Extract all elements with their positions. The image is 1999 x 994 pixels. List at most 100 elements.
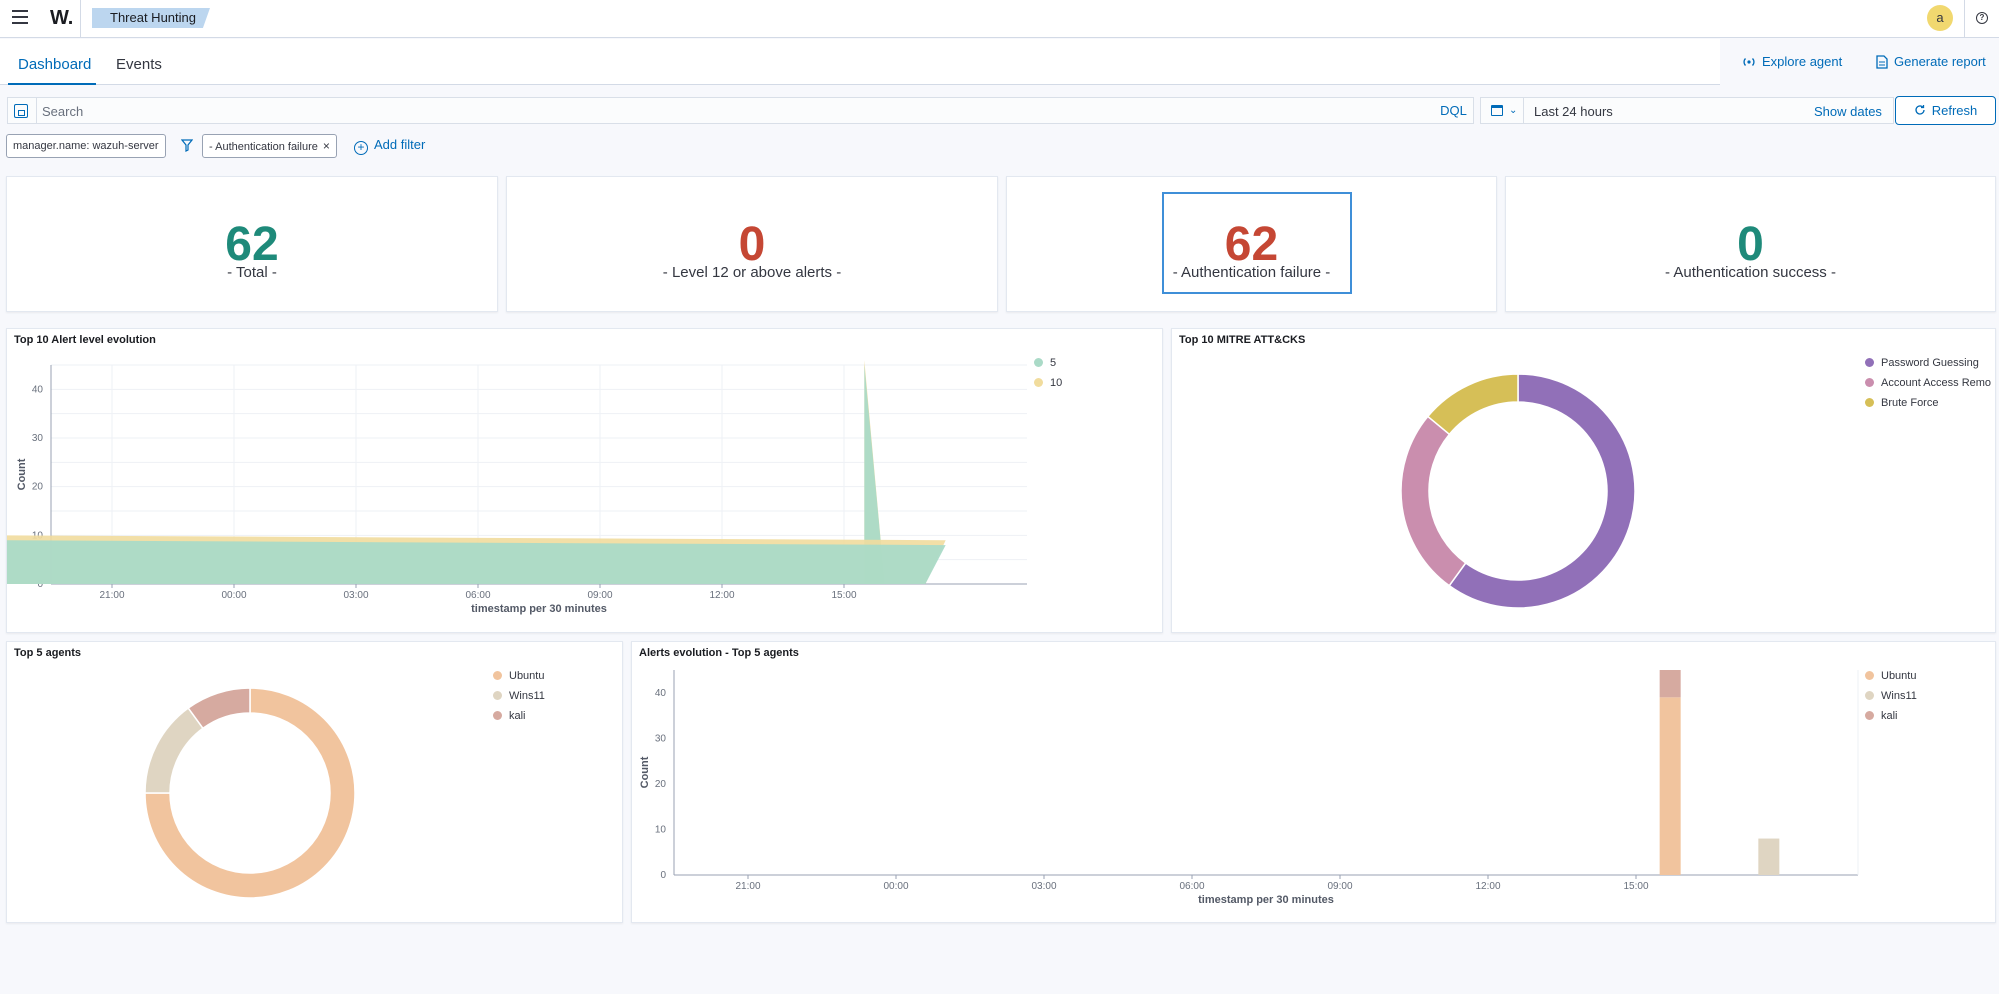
date-range-text[interactable]: Last 24 hours (1534, 104, 1613, 119)
legend-item[interactable]: Wins11 (493, 690, 613, 710)
y-tick-label: 0 (660, 870, 666, 881)
divider (36, 98, 37, 123)
legend-label: Brute Force (1881, 397, 1939, 409)
antenna-icon (1743, 58, 1755, 66)
help-icon[interactable]: ? (1976, 12, 1988, 24)
tab-dashboard[interactable]: Dashboard (18, 56, 92, 73)
metric-total: 62 - Total - (6, 176, 498, 312)
x-tick-label: 06:00 (1179, 881, 1204, 892)
menu-icon[interactable] (12, 10, 28, 24)
donut-slice (144, 707, 205, 794)
y-tick-label: 0 (37, 579, 43, 590)
legend-label: Wins11 (509, 690, 545, 702)
area-series-5 (864, 365, 885, 584)
y-tick-label: 40 (32, 384, 44, 395)
chart-legend: Ubuntu Wins11 kali (1865, 670, 1985, 730)
metric-value: 0 (1737, 218, 1764, 271)
y-tick-label: 20 (32, 482, 44, 493)
metric-level12-alerts: 0 - Level 12 or above alerts - (506, 176, 998, 312)
y-axis-title: Count (16, 458, 28, 490)
x-axis-title: timestamp per 30 minutes (471, 603, 607, 615)
refresh-label: Refresh (1931, 103, 1978, 118)
add-filter-label: Add filter (374, 137, 426, 152)
document-icon (1876, 55, 1888, 69)
x-tick-label: 00:00 (883, 881, 908, 892)
panel-title: Alerts evolution - Top 5 agents (639, 647, 799, 659)
wazuh-logo[interactable]: W. (50, 7, 74, 29)
area-series-5 (7, 540, 946, 584)
x-tick-label: 12:00 (1475, 881, 1500, 892)
chevron-down-icon[interactable]: ⌄ (1509, 105, 1518, 116)
legend-item[interactable]: kali (493, 710, 613, 730)
active-tab-indicator (8, 83, 96, 85)
legend-item[interactable]: Password Guessing (1865, 357, 1997, 377)
legend-item[interactable]: Account Access Remo (1865, 377, 1997, 397)
calendar-icon[interactable] (1491, 105, 1503, 116)
bar-segment (1659, 670, 1681, 698)
y-tick-label: 20 (655, 779, 667, 790)
mitre-attacks-panel: Top 10 MITRE ATT&CKS Password Guessing Ac… (1171, 328, 1996, 633)
y-tick-label: 40 (655, 688, 667, 699)
donut-slice (1400, 415, 1467, 587)
legend-label: Account Access Remo (1881, 377, 1992, 389)
bar-segment (1758, 838, 1780, 875)
legend-dot-icon (1865, 671, 1874, 680)
mitre-donut-chart (1400, 373, 1636, 609)
tab-events[interactable]: Events (116, 56, 162, 73)
legend-item[interactable]: Ubuntu (1865, 670, 1985, 690)
explore-agent-label: Explore agent (1762, 54, 1843, 69)
donut-slice (144, 687, 356, 899)
generate-report-label: Generate report (1894, 54, 1986, 69)
legend-label: kali (509, 710, 526, 722)
y-axis-title: Count (639, 756, 651, 788)
query-bar (7, 97, 1435, 124)
filter-pill-manager[interactable]: manager.name: wazuh-server (6, 134, 166, 158)
legend-label: 10 (1050, 377, 1063, 389)
y-tick-label: 30 (655, 733, 667, 744)
refresh-button[interactable]: Refresh (1895, 96, 1996, 125)
legend-item[interactable]: Ubuntu (493, 670, 613, 690)
x-tick-label: 21:00 (99, 590, 124, 601)
legend-item[interactable]: Wins11 (1865, 690, 1985, 710)
x-tick-label: 03:00 (1031, 881, 1056, 892)
plus-icon: + (354, 141, 368, 155)
chart-legend: Ubuntu Wins11 kali (493, 670, 613, 730)
metric-value: 0 (738, 218, 766, 271)
bar-segment (1659, 697, 1681, 875)
legend-item[interactable]: kali (1865, 710, 1985, 730)
search-input[interactable] (42, 102, 1092, 120)
focus-highlight (1162, 192, 1352, 294)
filter-pill-authentication-failure[interactable]: - Authentication failure × (202, 134, 337, 158)
generate-report-button[interactable]: Generate report (1876, 54, 1986, 69)
alert-level-area-chart: 01020304021:0000:0003:0006:0009:0012:001… (7, 360, 1027, 615)
metric-label: - Total - (227, 264, 277, 281)
alert-level-evolution-panel: Top 10 Alert level evolution 0 10 20 30 40 21… (6, 328, 1163, 633)
x-tick-label: 09:00 (587, 590, 612, 601)
save-query-icon[interactable] (14, 104, 28, 118)
legend-item[interactable]: 5 (1034, 357, 1154, 377)
metric-value: 62 (225, 218, 279, 271)
legend-label: 5 (1050, 357, 1057, 369)
avatar[interactable]: a (1927, 5, 1953, 31)
metric-label: - Level 12 or above alerts - (662, 264, 842, 281)
legend-label: Ubuntu (509, 670, 545, 682)
panel-title: Top 5 agents (14, 647, 82, 659)
metric-authentication-failure[interactable]: 62 - Authentication failure - (1006, 176, 1497, 312)
x-axis-title: timestamp per 30 minutes (1198, 894, 1334, 906)
legend-item[interactable]: 10 (1034, 377, 1154, 397)
show-dates-button[interactable]: Show dates (1814, 104, 1882, 119)
dql-toggle-button[interactable]: DQL (1434, 97, 1474, 124)
legend-dot-icon (1865, 691, 1874, 700)
x-tick-label: 06:00 (465, 590, 490, 601)
x-tick-label: 00:00 (221, 590, 246, 601)
x-tick-label: 09:00 (1327, 881, 1352, 892)
add-filter-button[interactable]: + Add filter (354, 137, 425, 155)
breadcrumb[interactable]: Threat Hunting (92, 8, 210, 28)
top-agents-panel: Top 5 agents Ubuntu Wins11 kali (6, 641, 623, 923)
explore-agent-button[interactable]: Explore agent (1742, 54, 1842, 69)
remove-filter-icon[interactable]: × (322, 139, 330, 153)
x-tick-label: 12:00 (709, 590, 734, 601)
legend-item[interactable]: Brute Force (1865, 397, 1997, 417)
legend-dot-icon (1034, 378, 1043, 387)
filter-icon[interactable] (181, 139, 193, 152)
